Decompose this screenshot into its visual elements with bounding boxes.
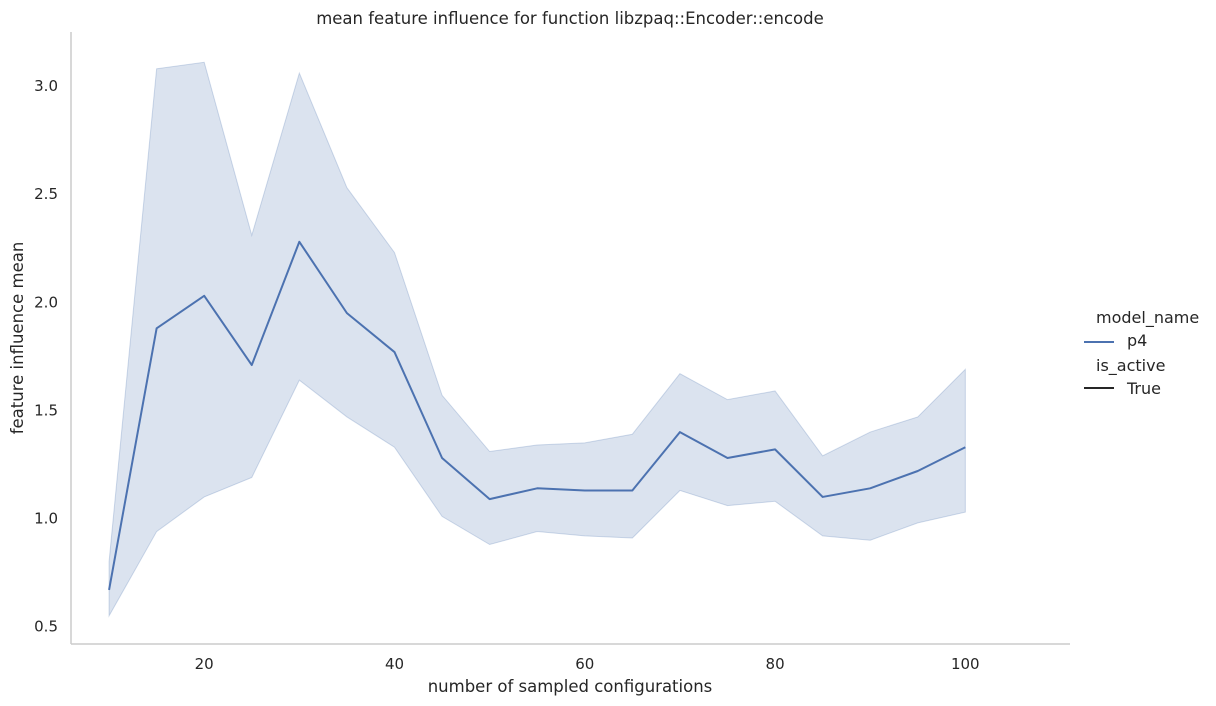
plot-area xyxy=(108,61,966,618)
x-tick-label: 80 xyxy=(766,655,785,673)
x-tick-label: 60 xyxy=(575,655,594,673)
y-tick-labels: 0.5 1.0 1.5 2.0 2.5 3.0 xyxy=(34,77,58,636)
x-tick-label: 40 xyxy=(385,655,404,673)
y-axis-label: feature influence mean xyxy=(8,242,27,435)
legend-hue-title: model_name xyxy=(1096,308,1199,328)
chart-title: mean feature influence for function libz… xyxy=(316,9,824,28)
y-tick-label: 1.5 xyxy=(34,401,58,419)
y-tick-label: 3.0 xyxy=(34,77,58,95)
x-axis-label: number of sampled configurations xyxy=(428,677,713,696)
legend: model_name p4 is_active True xyxy=(1084,308,1199,398)
confidence-band-p4 xyxy=(108,61,966,618)
x-tick-labels: 20 40 60 80 100 xyxy=(195,655,980,673)
y-tick-label: 2.0 xyxy=(34,293,58,311)
series-line-layer xyxy=(108,240,966,591)
y-tick-label: 2.5 xyxy=(34,185,58,203)
legend-p4-label: p4 xyxy=(1127,331,1147,350)
legend-true-label: True xyxy=(1126,379,1161,398)
x-tick-label: 100 xyxy=(951,655,980,673)
y-tick-label: 0.5 xyxy=(34,618,58,636)
series-line-p4 xyxy=(108,240,966,591)
confidence-band-layer xyxy=(108,61,966,618)
y-tick-label: 1.0 xyxy=(34,510,58,528)
x-tick-label: 20 xyxy=(195,655,214,673)
legend-style-title: is_active xyxy=(1096,356,1165,376)
